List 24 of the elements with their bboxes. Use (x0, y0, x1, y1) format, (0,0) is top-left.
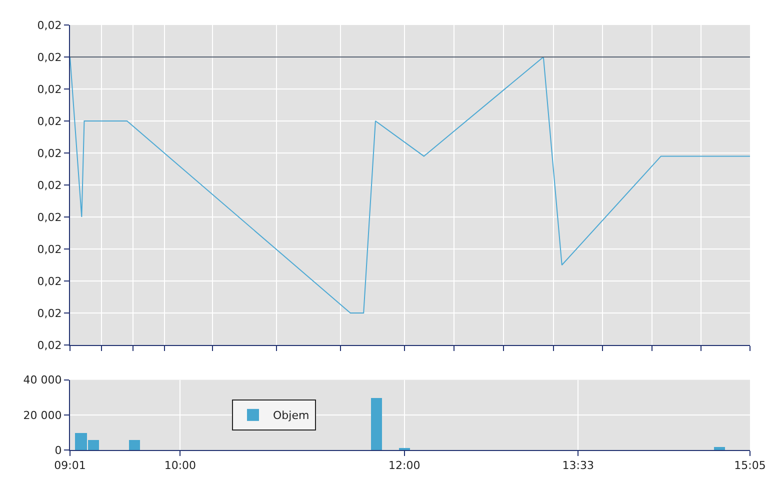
x-tick-label: 13:33 (562, 459, 594, 472)
y-tick-label: 20 000 (23, 408, 62, 422)
y-tick-label: 0,02 (37, 50, 62, 64)
y-tick-label: 0,02 (37, 146, 62, 160)
y-tick-label: 40 000 (23, 374, 62, 387)
y-tick-label: 0,02 (37, 242, 62, 256)
x-tick-label: 09:01 (54, 459, 86, 472)
y-tick-label: 0,02 (37, 306, 62, 320)
bar (371, 398, 382, 450)
y-tick-label: 0,02 (37, 274, 62, 288)
y-tick-label: 0,02 (37, 210, 62, 224)
y-tick-label: 0,02 (37, 114, 62, 128)
line-series (70, 56, 750, 314)
x-tick-label: 10:00 (164, 459, 196, 472)
y-tick-label: 0,02 (37, 338, 62, 352)
y-tick-label: 0,02 (37, 82, 62, 96)
legend-label: Objem (273, 409, 310, 422)
bar (129, 440, 140, 450)
x-tick-label: 12:00 (388, 459, 420, 472)
y-tick-label: 0,02 (37, 178, 62, 192)
y-tick-label: 0,02 (37, 18, 62, 32)
x-tick-label: 15:05 (734, 459, 766, 472)
y-tick-label: 0 (54, 444, 62, 457)
bar (714, 446, 725, 450)
